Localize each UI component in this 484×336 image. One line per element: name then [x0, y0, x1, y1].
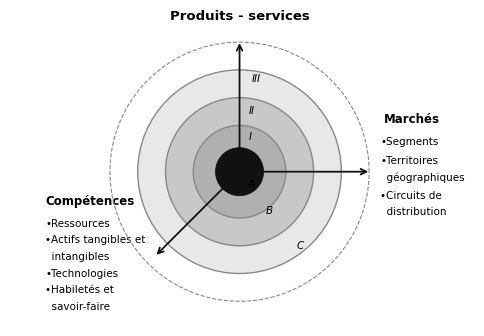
Text: géographiques: géographiques: [379, 172, 464, 182]
Text: •Habiletés et: •Habiletés et: [45, 285, 114, 295]
Text: B: B: [265, 206, 272, 216]
Text: Marchés: Marchés: [383, 113, 439, 126]
Text: •Ressources: •Ressources: [45, 218, 110, 228]
Circle shape: [193, 125, 285, 218]
Text: •Segments: •Segments: [379, 137, 438, 147]
Text: I: I: [248, 131, 251, 141]
Text: II: II: [248, 106, 254, 116]
Circle shape: [215, 148, 263, 196]
Circle shape: [137, 70, 341, 274]
Text: •Territoires: •Territoires: [379, 156, 438, 166]
Circle shape: [165, 98, 313, 246]
Text: •Circuits de: •Circuits de: [379, 191, 441, 201]
Text: C: C: [296, 241, 303, 251]
Text: •Actifs tangibles et: •Actifs tangibles et: [45, 235, 145, 245]
Text: Compétences: Compétences: [45, 195, 134, 208]
Text: intangibles: intangibles: [45, 252, 109, 262]
Text: savoir-faire: savoir-faire: [45, 302, 110, 312]
Text: A: A: [247, 179, 255, 189]
Text: Produits - services: Produits - services: [169, 10, 309, 23]
Text: III: III: [251, 74, 260, 84]
Text: •Technologies: •Technologies: [45, 268, 118, 279]
Text: distribution: distribution: [379, 207, 446, 217]
